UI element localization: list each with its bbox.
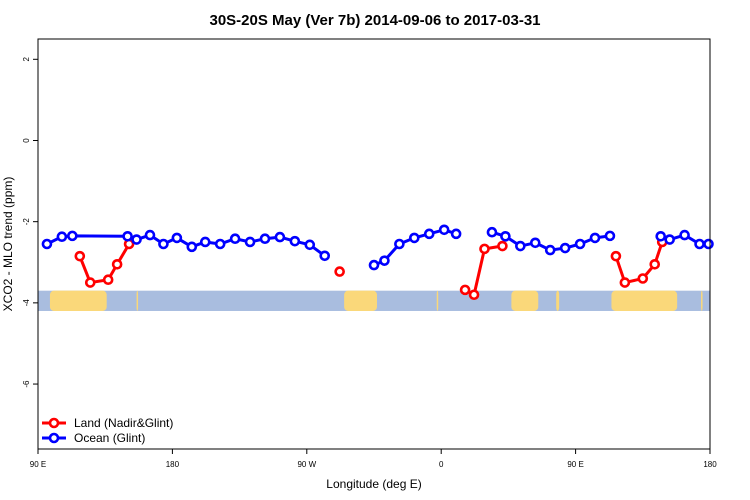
data-point [637, 273, 649, 284]
data-point [694, 238, 705, 250]
legend-item: Ocean (Glint) [42, 431, 145, 445]
map-band [38, 290, 710, 311]
data-point [259, 233, 271, 245]
data-point [450, 228, 462, 240]
y-tick-label: -4 [22, 299, 31, 307]
data-point [244, 236, 256, 248]
land-patch [701, 290, 703, 311]
data-point [486, 226, 498, 238]
data-point [649, 258, 661, 270]
data-point [459, 284, 471, 296]
y-axis: 2 0 -2 -4 -6 [22, 57, 38, 388]
data-point [274, 231, 286, 243]
data-point [84, 277, 96, 288]
legend-marker [48, 417, 60, 429]
y-tick-label: 0 [22, 138, 31, 143]
x-tick-label: 180 [166, 460, 180, 469]
land-patch [611, 290, 678, 311]
y-tick-label: -2 [22, 218, 31, 226]
data-point [144, 229, 156, 241]
data-point [394, 238, 405, 250]
x-tick-label: 90 E [30, 460, 46, 469]
land-patch [511, 290, 539, 311]
data-point [423, 228, 435, 240]
data-point [199, 236, 211, 248]
series-ocean-glint- [41, 224, 714, 271]
data-point [497, 240, 508, 252]
data-point [438, 224, 450, 236]
x-tick-label: 180 [703, 460, 717, 469]
legend-label: Ocean (Glint) [74, 431, 145, 445]
data-point [74, 250, 86, 262]
data-point [102, 274, 114, 286]
data-point [679, 229, 690, 241]
data-point [468, 289, 480, 301]
y-tick-label: 2 [22, 57, 31, 62]
data-point [111, 258, 123, 270]
land-patch [436, 290, 439, 311]
legend: Land (Nadir&Glint)Ocean (Glint) [42, 416, 173, 445]
data-point [186, 241, 198, 253]
land-patch [49, 290, 107, 311]
data-point [334, 266, 345, 277]
data-point [619, 277, 631, 288]
land-patch [556, 290, 560, 311]
chart-title: 30S-20S May (Ver 7b) 2014-09-06 to 2017-… [209, 12, 540, 29]
data-point [559, 242, 571, 254]
x-tick-label: 90 W [297, 460, 316, 469]
x-axis-label: Longitude (deg E) [326, 477, 421, 491]
data-point [574, 238, 586, 250]
data-point [409, 232, 420, 244]
land-patch [344, 290, 377, 311]
data-point [604, 230, 616, 242]
y-tick-label: -6 [22, 380, 31, 388]
data-point [368, 259, 380, 271]
data-point [67, 230, 78, 242]
data-point [171, 232, 183, 244]
x-tick-label: 0 [439, 460, 444, 469]
data-point [703, 238, 714, 250]
data-point [500, 230, 511, 242]
data-point [122, 230, 133, 242]
data-point [589, 232, 601, 244]
plot-frame [37, 38, 711, 450]
legend-label: Land (Nadir&Glint) [74, 416, 173, 430]
data-point [479, 243, 490, 255]
data-point [289, 235, 301, 247]
data-point [655, 230, 667, 242]
data-point [319, 250, 331, 262]
data-point [158, 238, 169, 250]
data-point [41, 238, 53, 250]
data-point [529, 237, 541, 249]
data-point [664, 234, 675, 245]
x-axis: 90 E 180 90 W 0 90 E 180 [30, 449, 717, 469]
data-point [56, 231, 68, 242]
data-point [229, 233, 241, 245]
data-point [131, 234, 142, 245]
series-land-nadir-glint- [74, 236, 668, 301]
data-point [515, 240, 526, 252]
y-axis-label: XCO2 - MLO trend (ppm) [1, 177, 15, 312]
data-point [379, 255, 390, 266]
x-tick-label: 90 E [567, 460, 583, 469]
land-patch [136, 290, 139, 311]
legend-marker [48, 432, 60, 444]
data-point [214, 238, 226, 250]
legend-item: Land (Nadir&Glint) [42, 416, 173, 430]
data-point [304, 239, 316, 251]
data-point [610, 250, 622, 262]
series-layer [41, 224, 714, 301]
data-point [544, 244, 556, 256]
